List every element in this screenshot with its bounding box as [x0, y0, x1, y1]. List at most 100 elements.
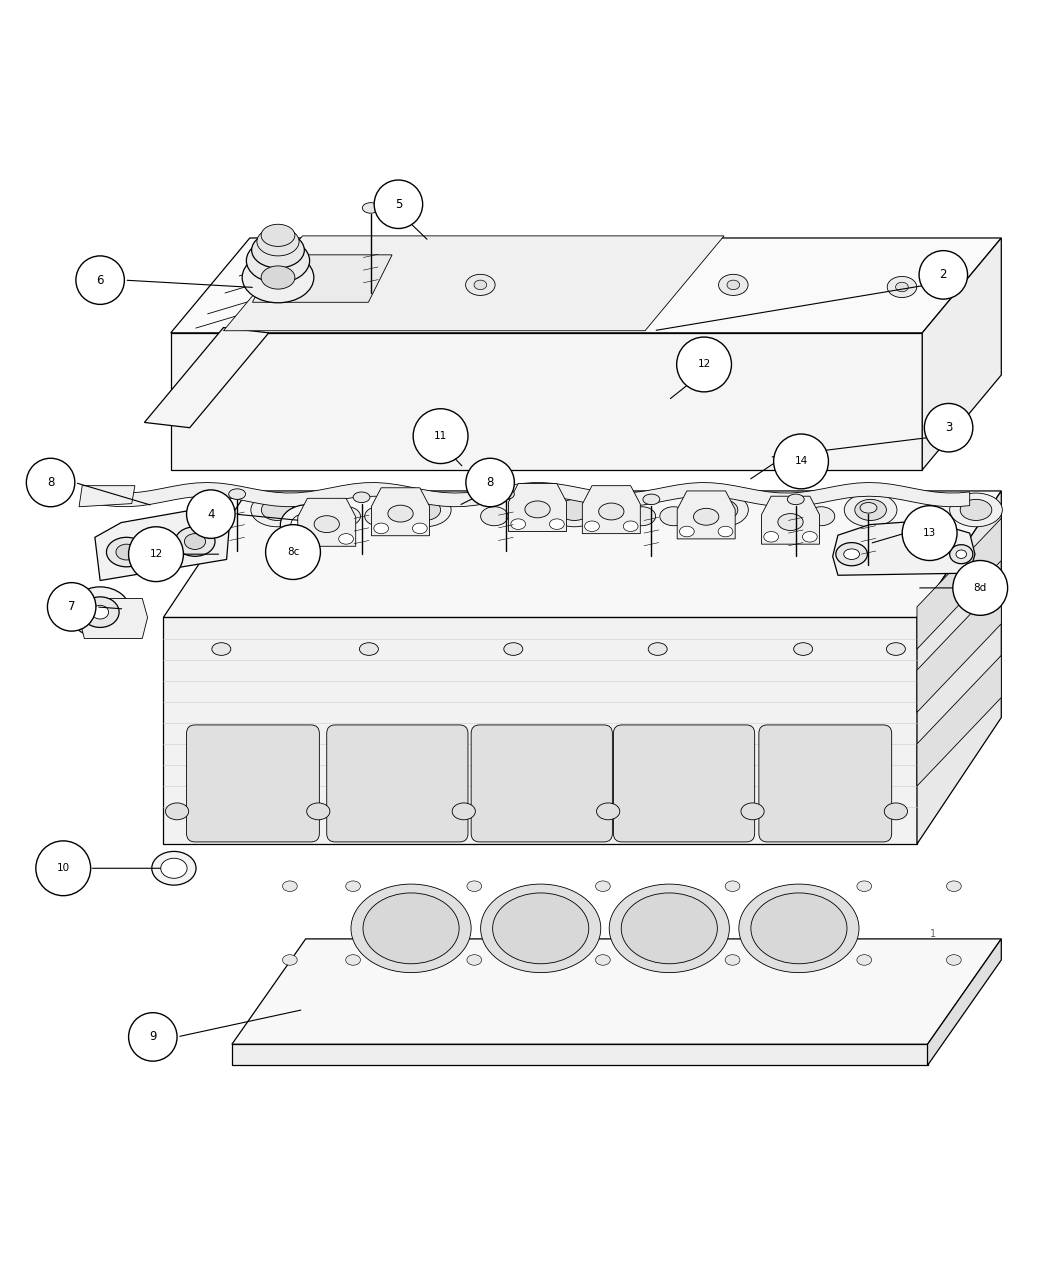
Ellipse shape [512, 507, 540, 526]
FancyBboxPatch shape [327, 725, 468, 842]
Ellipse shape [725, 955, 740, 965]
Ellipse shape [807, 507, 835, 526]
Ellipse shape [956, 550, 967, 558]
Ellipse shape [81, 596, 119, 627]
Ellipse shape [778, 513, 803, 530]
Ellipse shape [609, 884, 729, 973]
Ellipse shape [643, 494, 660, 504]
Ellipse shape [363, 203, 379, 213]
Ellipse shape [260, 271, 290, 291]
Ellipse shape [467, 881, 482, 891]
Ellipse shape [844, 549, 860, 559]
Circle shape [919, 250, 968, 299]
Ellipse shape [559, 499, 590, 521]
Text: 6: 6 [96, 273, 104, 286]
Circle shape [924, 404, 973, 452]
Ellipse shape [648, 642, 667, 655]
Ellipse shape [398, 493, 451, 527]
Ellipse shape [706, 499, 738, 521]
Ellipse shape [359, 642, 378, 655]
Ellipse shape [596, 881, 610, 891]
Polygon shape [95, 507, 230, 581]
Ellipse shape [261, 225, 295, 246]
Polygon shape [79, 599, 148, 638]
Ellipse shape [599, 503, 624, 520]
Ellipse shape [623, 521, 638, 531]
Ellipse shape [787, 494, 804, 504]
Text: 13: 13 [923, 529, 936, 538]
Ellipse shape [960, 499, 992, 521]
Polygon shape [223, 236, 724, 331]
Ellipse shape [920, 266, 950, 286]
Ellipse shape [363, 893, 460, 964]
Ellipse shape [70, 587, 131, 637]
Circle shape [774, 434, 828, 489]
Ellipse shape [351, 884, 471, 973]
Polygon shape [922, 238, 1001, 470]
Text: 3: 3 [945, 421, 952, 434]
Ellipse shape [307, 803, 330, 820]
Ellipse shape [764, 531, 779, 541]
Polygon shape [678, 490, 736, 539]
Text: 8d: 8d [974, 582, 987, 593]
Ellipse shape [596, 955, 610, 965]
Polygon shape [761, 497, 820, 544]
Circle shape [466, 458, 514, 507]
Text: 4: 4 [207, 508, 215, 521]
Ellipse shape [251, 493, 304, 527]
Polygon shape [371, 488, 430, 536]
Ellipse shape [261, 266, 295, 289]
Polygon shape [928, 939, 1001, 1065]
Ellipse shape [338, 534, 353, 544]
Ellipse shape [388, 506, 413, 522]
Ellipse shape [621, 893, 718, 964]
Ellipse shape [474, 280, 487, 290]
Polygon shape [509, 484, 567, 531]
Text: 2: 2 [939, 268, 948, 281]
Text: 7: 7 [67, 600, 76, 613]
Ellipse shape [409, 499, 441, 521]
Text: 12: 12 [150, 549, 162, 559]
Ellipse shape [481, 884, 601, 973]
Ellipse shape [549, 518, 564, 530]
Polygon shape [917, 581, 1001, 713]
Circle shape [187, 490, 235, 539]
FancyBboxPatch shape [187, 725, 319, 842]
Ellipse shape [719, 275, 748, 295]
Polygon shape [298, 498, 356, 547]
Ellipse shape [492, 893, 589, 964]
Polygon shape [144, 328, 269, 428]
Ellipse shape [776, 507, 803, 526]
Ellipse shape [346, 881, 360, 891]
Ellipse shape [184, 534, 206, 549]
Text: 8: 8 [47, 476, 54, 489]
Ellipse shape [727, 280, 740, 290]
Ellipse shape [106, 538, 147, 567]
Polygon shape [917, 490, 1001, 844]
Circle shape [76, 255, 124, 304]
Polygon shape [833, 521, 975, 575]
Ellipse shape [946, 881, 961, 891]
Ellipse shape [282, 881, 297, 891]
Ellipse shape [291, 513, 325, 536]
Ellipse shape [165, 803, 189, 820]
Polygon shape [79, 485, 135, 507]
Text: 1: 1 [930, 928, 936, 939]
Circle shape [902, 506, 957, 561]
Ellipse shape [739, 884, 859, 973]
Ellipse shape [750, 893, 847, 964]
Ellipse shape [229, 489, 246, 499]
Ellipse shape [374, 524, 389, 534]
Circle shape [953, 561, 1008, 616]
Ellipse shape [152, 852, 196, 885]
Circle shape [36, 840, 91, 895]
Ellipse shape [365, 507, 392, 526]
Circle shape [266, 525, 320, 580]
Polygon shape [917, 518, 1001, 649]
Text: 8c: 8c [287, 547, 299, 557]
Ellipse shape [802, 531, 817, 541]
Text: 12: 12 [698, 359, 710, 369]
Circle shape [374, 180, 423, 229]
Ellipse shape [597, 803, 620, 820]
Polygon shape [163, 617, 917, 844]
